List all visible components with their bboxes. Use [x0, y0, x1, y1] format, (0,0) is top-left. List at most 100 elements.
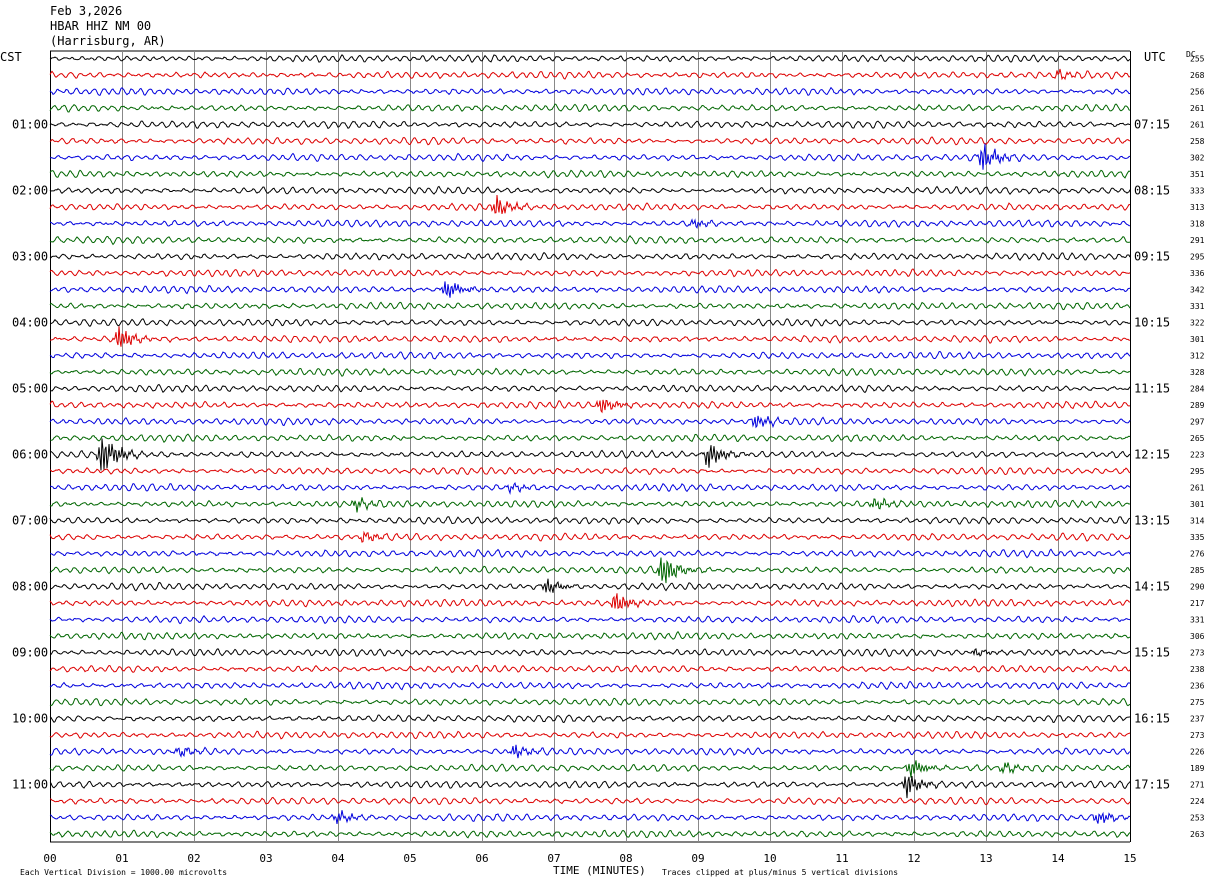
dc-offset-label: 291 [1190, 236, 1205, 245]
seismic-trace-33 [49, 593, 1131, 610]
seismic-trace-25 [49, 466, 1131, 476]
left-hour-label: 03:00 [12, 250, 48, 264]
seismic-trace-15 [49, 301, 1131, 311]
dc-offset-label: 238 [1190, 665, 1205, 674]
footer-clip-note: Traces clipped at plus/minus 5 vertical … [662, 868, 898, 877]
seismic-trace-38 [49, 680, 1131, 691]
dc-offset-label: 290 [1190, 583, 1205, 592]
seismic-trace-10 [50, 218, 1131, 229]
x-tick-label: 06 [475, 852, 488, 865]
seismic-trace-7 [49, 169, 1131, 179]
seismic-trace-39 [49, 697, 1131, 707]
x-axis-title: TIME (MINUTES) [553, 864, 646, 877]
dc-offset-label: 237 [1190, 715, 1205, 724]
dc-offset-label: 328 [1190, 368, 1205, 377]
x-tick-label: 13 [979, 852, 992, 865]
x-tick-label: 14 [1051, 852, 1065, 865]
seismic-trace-6 [49, 143, 1131, 170]
seismic-trace-31 [49, 557, 1131, 584]
seismic-trace-0 [49, 54, 1131, 64]
left-hour-label: 06:00 [12, 448, 48, 462]
right-hour-labels: 07:15 08:15 09:15 10:15 11:15 12:15 13:15 14:15… [1134, 118, 1170, 792]
x-tick-label: 01 [115, 852, 128, 865]
seismic-trace-26 [49, 481, 1131, 495]
dc-offset-label: 331 [1190, 616, 1205, 625]
dc-offset-label: 335 [1190, 533, 1205, 542]
seismic-trace-27 [49, 497, 1131, 513]
dc-offset-label: 295 [1190, 467, 1205, 476]
x-tick-label: 10 [763, 852, 776, 865]
seismic-trace-23 [49, 433, 1131, 444]
dc-offset-label: 312 [1190, 352, 1205, 361]
x-tick-label: 03 [259, 852, 272, 865]
seismic-trace-46 [49, 810, 1131, 824]
seismic-trace-44 [49, 776, 1131, 799]
left-hour-label: 10:00 [12, 712, 48, 726]
seismic-trace-28 [49, 516, 1131, 526]
left-hour-label: 09:00 [12, 646, 48, 660]
dc-offset-label: 314 [1190, 517, 1205, 526]
dc-offset-label: 276 [1190, 550, 1205, 559]
minute-grid [50, 50, 1131, 843]
right-hour-label: 13:15 [1134, 514, 1170, 528]
dc-offset-label: 261 [1190, 104, 1205, 113]
left-hour-label: 02:00 [12, 184, 48, 198]
dc-offset-label: 217 [1190, 599, 1205, 608]
header-location: (Harrisburg, AR) [50, 34, 166, 48]
dc-offset-label: 273 [1190, 649, 1205, 658]
seismic-trace-12 [49, 251, 1131, 261]
dc-offset-label: 263 [1190, 830, 1205, 839]
seismic-trace-3 [49, 103, 1131, 113]
x-tick-label: 08 [619, 852, 632, 865]
seismic-trace-20 [49, 383, 1131, 394]
dc-offset-label: 301 [1190, 335, 1205, 344]
right-timezone-label: UTC [1144, 50, 1166, 64]
dc-offset-label: 273 [1190, 731, 1205, 740]
right-hour-label: 09:15 [1134, 250, 1170, 264]
dc-offset-label: 255 [1190, 55, 1205, 64]
seismic-trace-29 [49, 530, 1131, 543]
dc-offset-label: 236 [1190, 682, 1205, 691]
dc-offset-label: 333 [1190, 187, 1205, 196]
right-hour-label: 14:15 [1134, 580, 1170, 594]
footer-scale-note: Each Vertical Division = 1000.00 microvo… [20, 868, 227, 877]
seismic-trace-11 [49, 235, 1131, 246]
left-hour-label: 08:00 [12, 580, 48, 594]
seismic-trace-45 [49, 796, 1131, 806]
right-hour-label: 17:15 [1134, 778, 1170, 792]
x-tick-label: 12 [907, 852, 920, 865]
seismic-trace-13 [49, 268, 1131, 278]
right-hour-label: 15:15 [1134, 646, 1170, 660]
x-tick-label: 15 [1123, 852, 1136, 865]
x-tick-label: 05 [403, 852, 416, 865]
dc-offset-label: 302 [1190, 154, 1205, 163]
dc-offset-label: 295 [1190, 253, 1205, 262]
dc-offset-label: 265 [1190, 434, 1205, 443]
seismic-trace-19 [49, 367, 1131, 377]
left-hour-label: 05:00 [12, 382, 48, 396]
dc-offset-label: 261 [1190, 484, 1205, 493]
x-tick-label: 04 [331, 852, 345, 865]
seismic-trace-17 [49, 326, 1131, 347]
dc-offset-label: 224 [1190, 797, 1205, 806]
dc-offset-label: 336 [1190, 269, 1205, 278]
dc-offset-label: 351 [1190, 170, 1205, 179]
right-hour-label: 11:15 [1134, 382, 1170, 396]
left-hour-label: 01:00 [12, 118, 48, 132]
dc-offset-label: 271 [1190, 781, 1205, 790]
dc-offset-label: 256 [1190, 88, 1205, 97]
seismic-trace-18 [49, 350, 1131, 360]
trace-group [49, 54, 1131, 839]
x-axis-ticks: 00 01 02 03 04 05 06 07 08 09 10 11 12 13 14 15 [43, 852, 1136, 865]
seismic-trace-47 [49, 829, 1131, 839]
x-tick-label: 07 [547, 852, 560, 865]
dc-offset-labels: 255 268 256 261 261 258 302 351 333 313 318 291 295 3… [1190, 55, 1205, 840]
seismic-trace-21 [49, 399, 1131, 414]
right-hour-label: 12:15 [1134, 448, 1170, 462]
dc-offset-label: 253 [1190, 814, 1205, 823]
left-hour-label: 11:00 [12, 778, 48, 792]
seismic-trace-43 [49, 760, 1131, 778]
seismic-trace-5 [49, 136, 1131, 146]
dc-header-label: DC [1186, 50, 1196, 59]
